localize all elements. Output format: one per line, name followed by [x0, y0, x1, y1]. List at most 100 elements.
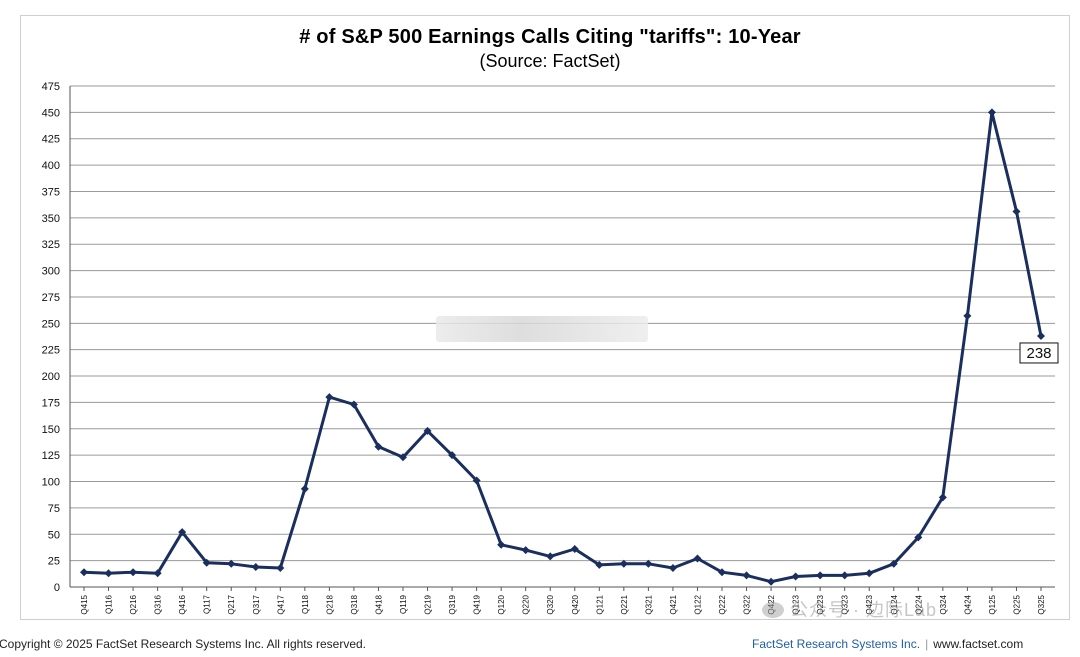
data-point-Q224: [914, 533, 923, 542]
y-tick-label-50: 50: [48, 529, 60, 541]
annotation-box: [1019, 342, 1059, 364]
data-point-Q321: [644, 559, 653, 568]
data-point-Q125: [987, 108, 996, 117]
x-tick-label-Q117: Q117: [203, 594, 212, 614]
x-tick-label-Q322: Q322: [743, 594, 752, 614]
x-tick-label-Q416: Q416: [178, 594, 187, 614]
x-tick-label-Q424: Q424: [963, 594, 972, 614]
annotation-label: 238: [1026, 345, 1051, 362]
x-tick-label-Q415: Q415: [80, 594, 89, 614]
x-tick-label-Q124: Q124: [890, 594, 899, 614]
data-point-Q118: [300, 484, 309, 493]
blurred-overlay: [436, 316, 648, 342]
data-point-Q116: [104, 569, 113, 578]
data-point-Q423: [865, 569, 874, 578]
data-point-Q223: [816, 571, 825, 580]
footer-credit: FactSet Research Systems Inc. | www.factse…: [752, 637, 1023, 651]
data-point-Q418: [374, 442, 383, 451]
y-tick-label-0: 0: [54, 582, 60, 594]
y-tick-label-375: 375: [42, 186, 60, 198]
x-tick-label-Q323: Q323: [841, 594, 850, 614]
data-point-Q325: [1037, 331, 1045, 340]
data-point-Q120: [497, 540, 506, 549]
y-tick-label-425: 425: [42, 134, 60, 146]
data-point-Q320: [546, 552, 555, 561]
x-tick-label-Q423: Q423: [865, 594, 874, 614]
x-tick-label-Q220: Q220: [522, 594, 531, 614]
data-point-Q222: [718, 568, 726, 577]
y-tick-label-225: 225: [42, 345, 60, 357]
x-tick-label-Q223: Q223: [816, 594, 825, 614]
data-point-Q219: [423, 426, 432, 435]
x-tick-label-Q325: Q325: [1037, 594, 1046, 614]
x-tick-label-Q120: Q120: [497, 594, 506, 614]
y-tick-label-450: 450: [42, 107, 60, 119]
x-tick-label-Q421: Q421: [669, 594, 678, 614]
x-tick-label-Q121: Q121: [595, 594, 604, 614]
watermark-text: 公众号 · 边际Lab: [790, 600, 938, 620]
data-point-Q419: [472, 476, 481, 485]
watermark: 公众号 · 边际Lab: [762, 596, 937, 622]
y-tick-label-200: 200: [42, 371, 60, 383]
data-point-Q323: [840, 571, 849, 580]
x-tick-label-Q125: Q125: [988, 594, 997, 614]
x-tick-label-Q319: Q319: [448, 594, 457, 614]
x-tick-label-Q122: Q122: [693, 594, 702, 614]
data-point-Q416: [178, 528, 187, 537]
y-tick-label-325: 325: [42, 239, 60, 251]
data-point-Q317: [251, 562, 260, 571]
x-tick-label-Q118: Q118: [301, 594, 310, 614]
x-tick-label-Q219: Q219: [424, 594, 433, 614]
x-tick-label-Q116: Q116: [105, 594, 114, 614]
x-tick-label-Q218: Q218: [325, 594, 334, 614]
x-tick-label-Q217: Q217: [227, 594, 236, 614]
y-tick-label-100: 100: [42, 477, 60, 489]
x-tick-label-Q123: Q123: [792, 594, 801, 614]
x-tick-label-Q318: Q318: [350, 594, 359, 614]
x-tick-label-Q320: Q320: [546, 594, 555, 614]
data-point-Q218: [325, 393, 334, 402]
x-tick-label-Q119: Q119: [399, 594, 408, 614]
chart-title: # of S&P 500 Earnings Calls Citing "tari…: [299, 26, 801, 48]
data-point-Q221: [619, 559, 628, 568]
data-point-Q316: [153, 569, 162, 578]
data-point-Q422: [767, 577, 776, 586]
data-point-Q420: [570, 545, 579, 554]
x-tick-label-Q324: Q324: [939, 594, 948, 614]
chart-subtitle: (Source: FactSet): [479, 51, 621, 71]
y-tick-label-175: 175: [42, 397, 60, 409]
data-point-Q220: [521, 546, 530, 555]
footer-website[interactable]: www.factset.com: [933, 637, 1024, 651]
data-point-Q324: [938, 493, 947, 502]
data-point-Q123: [791, 572, 800, 581]
data-point-Q421: [668, 564, 677, 573]
x-tick-label-Q317: Q317: [252, 594, 261, 614]
data-point-Q417: [276, 564, 285, 573]
x-tick-label-Q417: Q417: [276, 594, 285, 614]
data-point-Q119: [399, 453, 407, 462]
data-point-Q121: [595, 560, 604, 569]
data-point-Q124: [889, 559, 898, 568]
series-line-0: [83, 110, 1043, 584]
data-point-Q319: [448, 451, 457, 460]
data-point-Q318: [349, 400, 358, 409]
y-tick-label-475: 475: [42, 81, 60, 93]
x-tick-label-Q221: Q221: [620, 594, 629, 614]
data-point-Q216: [129, 568, 138, 577]
y-tick-label-25: 25: [48, 556, 60, 568]
x-tick-label-Q418: Q418: [374, 594, 383, 614]
footer-brand: FactSet Research Systems Inc.: [752, 637, 921, 651]
y-tick-label-125: 125: [42, 450, 60, 462]
data-point-Q424: [963, 311, 972, 320]
x-tick-label-Q224: Q224: [914, 594, 923, 614]
x-tick-label-Q222: Q222: [718, 594, 727, 614]
data-point-Q415: [80, 568, 88, 577]
x-tick-label-Q316: Q316: [154, 594, 163, 614]
y-tick-label-150: 150: [42, 424, 60, 436]
data-point-Q117: [202, 558, 211, 567]
wechat-icon: [762, 602, 784, 618]
data-point-Q225: [1012, 207, 1021, 216]
x-tick-label-Q216: Q216: [129, 594, 138, 614]
y-tick-label-350: 350: [42, 213, 60, 225]
